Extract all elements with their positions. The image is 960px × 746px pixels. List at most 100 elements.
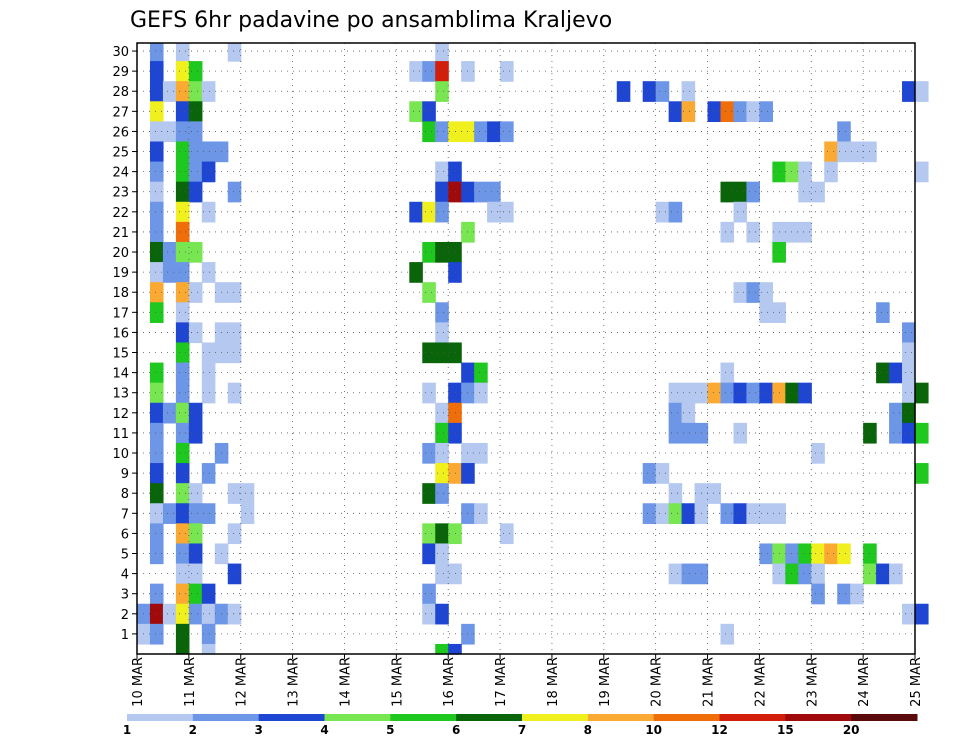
- heatmap-cell: [175, 483, 190, 504]
- heatmap-cell: [162, 402, 177, 424]
- heatmap-cell: [889, 362, 903, 384]
- heatmap-cell: [227, 382, 242, 404]
- heatmap-cell: [448, 161, 462, 183]
- heatmap-cell: [175, 241, 190, 263]
- colorbar-label: 10: [645, 723, 662, 737]
- heatmap-cell: [422, 543, 436, 565]
- heatmap-cell: [227, 603, 242, 625]
- heatmap-cell: [175, 422, 190, 444]
- heatmap-cell: [720, 221, 735, 243]
- heatmap-cell: [681, 422, 696, 444]
- heatmap-cell: [785, 543, 799, 565]
- colorbar-swatch: [522, 714, 589, 721]
- heatmap-cell: [668, 503, 683, 524]
- heatmap-cell: [733, 101, 748, 122]
- heatmap-cell: [175, 643, 190, 655]
- heatmap-cell: [435, 402, 449, 424]
- heatmap-cell: [902, 342, 916, 364]
- heatmap-cell: [435, 603, 449, 625]
- heatmap-cell: [149, 382, 164, 404]
- y-tick-label: 28: [112, 85, 129, 100]
- heatmap-cell: [201, 583, 216, 605]
- colorbar-swatch: [456, 714, 523, 721]
- heatmap-cell: [201, 141, 216, 163]
- heatmap-cell: [915, 422, 929, 444]
- heatmap-cell: [798, 543, 812, 565]
- heatmap-cell: [162, 121, 177, 143]
- heatmap-cell: [435, 322, 449, 344]
- heatmap-cell: [474, 503, 488, 524]
- heatmap-cell: [227, 483, 242, 504]
- grid-lines: [137, 43, 915, 654]
- heatmap-cell: [720, 623, 735, 645]
- heatmap-cell: [435, 543, 449, 565]
- heatmap-cell: [733, 282, 748, 303]
- heatmap-cell: [149, 282, 164, 303]
- heatmap-cell: [474, 121, 488, 143]
- heatmap-cell: [162, 262, 177, 283]
- heatmap-cell: [435, 302, 449, 323]
- y-tick-label: 27: [112, 105, 129, 120]
- heatmap-cell: [175, 262, 190, 283]
- heatmap-cell: [188, 503, 203, 524]
- colorbar-swatch: [851, 714, 918, 721]
- heatmap-cell: [720, 101, 735, 122]
- heatmap-cell: [227, 563, 242, 585]
- heatmap-cell: [915, 81, 929, 102]
- heatmap-cell: [201, 463, 216, 484]
- heatmap-cell: [422, 241, 436, 263]
- heatmap-cell: [759, 101, 773, 122]
- heatmap-cell: [409, 61, 423, 82]
- heatmap-cell: [500, 523, 514, 545]
- heatmap-cell: [811, 543, 825, 565]
- y-tick-label: 17: [112, 306, 129, 321]
- heatmap-cell: [149, 262, 164, 283]
- heatmap-cell: [785, 382, 799, 404]
- heatmap-cell: [785, 221, 799, 243]
- heatmap-cell: [746, 503, 760, 524]
- heatmap-cell: [655, 503, 670, 524]
- heatmap-cell: [149, 181, 164, 203]
- x-tick-label: 10 MAR: [131, 657, 146, 707]
- heatmap-cell: [149, 623, 164, 645]
- heatmap-cell: [668, 563, 683, 585]
- heatmap-cell: [409, 101, 423, 122]
- heatmap-cell: [149, 362, 164, 384]
- heatmap-cell: [902, 422, 916, 444]
- heatmap-cell: [448, 121, 462, 143]
- heatmap-cell: [149, 442, 164, 464]
- heatmap-cell: [175, 362, 190, 384]
- heatmap-cell: [409, 201, 423, 223]
- heatmap-cell: [902, 382, 916, 404]
- y-tick-label: 24: [112, 166, 129, 181]
- y-tick-label: 13: [112, 387, 129, 402]
- x-tick-label: 12 MAR: [235, 657, 250, 707]
- heatmap-cell: [422, 523, 436, 545]
- heatmap-cell: [668, 402, 683, 424]
- colorbar-swatch: [653, 714, 720, 721]
- x-axis: 10 MAR 11 MAR 12 MAR 13 MAR 14 MAR 15 MAR 16 M…: [131, 654, 924, 707]
- heatmap-cell: [746, 101, 760, 122]
- heatmap-cell: [162, 81, 177, 102]
- heatmap-cell: [759, 503, 773, 524]
- heatmap-cell: [227, 181, 242, 203]
- heatmap-cell: [162, 503, 177, 524]
- heatmap-cell: [811, 583, 825, 605]
- heatmap-cell: [681, 382, 696, 404]
- heatmap-cell: [175, 603, 190, 625]
- heatmap-cell: [448, 563, 462, 585]
- heatmap-cell: [435, 121, 449, 143]
- heatmap-cell: [435, 422, 449, 444]
- heatmap-cell: [759, 302, 773, 323]
- heatmap-cell: [707, 101, 722, 122]
- heatmap-cell: [188, 422, 203, 444]
- heatmap-cell: [733, 422, 748, 444]
- heatmap-cell: [448, 643, 462, 655]
- heatmap-cell: [487, 121, 501, 143]
- heatmap-cell: [201, 643, 216, 655]
- colorbar-swatch: [719, 714, 786, 721]
- heatmap-cell: [889, 563, 903, 585]
- heatmap-cell: [785, 161, 799, 183]
- colorbar: 1 2 3 4 5 6 7 8 10 12 15 20: [123, 714, 918, 737]
